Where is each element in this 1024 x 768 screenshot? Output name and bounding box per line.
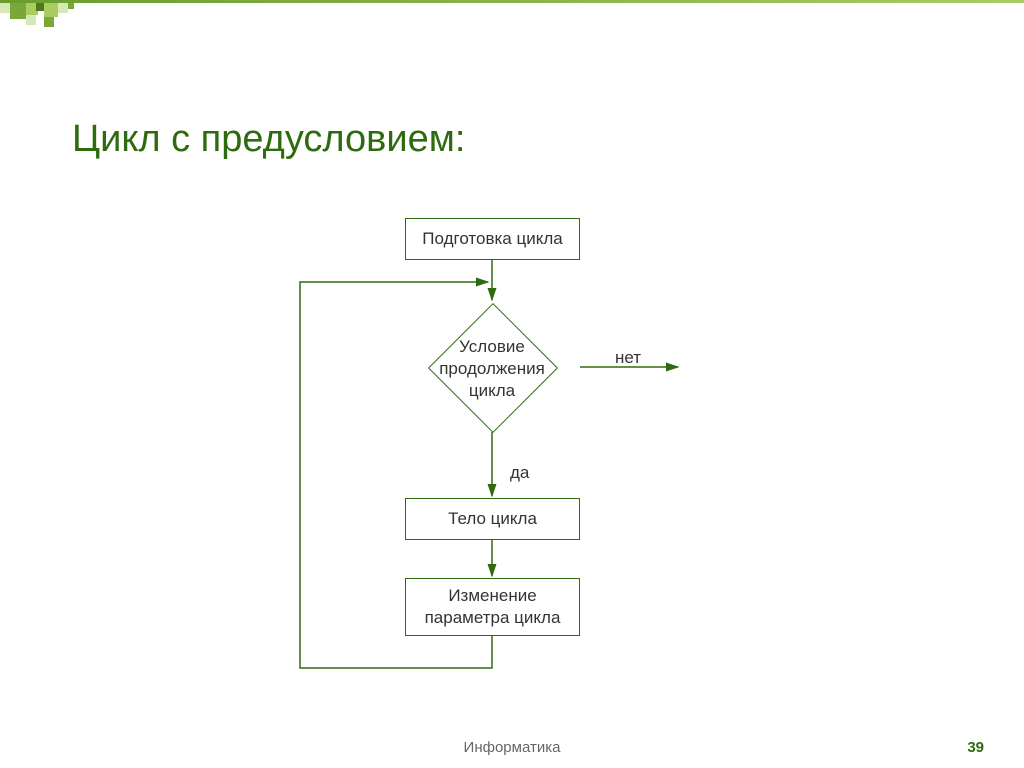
node-change-label: Изменение параметра цикла <box>425 585 561 629</box>
node-condition-label: Условие продолжения цикла <box>439 336 545 402</box>
slide-title: Цикл с предусловием: <box>72 118 465 161</box>
node-condition: Условие продолжения цикла <box>405 302 580 432</box>
node-prepare-label: Подготовка цикла <box>422 228 562 250</box>
top-border <box>0 0 1024 3</box>
node-body-label: Тело цикла <box>448 508 537 530</box>
flowchart: Подготовка цикла Условие продолжения цик… <box>260 200 780 720</box>
edge-label-no: нет <box>615 348 641 368</box>
page-number: 39 <box>967 739 984 756</box>
node-prepare: Подготовка цикла <box>405 218 580 260</box>
node-change: Изменение параметра цикла <box>405 578 580 636</box>
node-body: Тело цикла <box>405 498 580 540</box>
footer-text: Информатика <box>464 739 561 756</box>
corner-decoration <box>0 0 120 40</box>
edge-label-yes: да <box>510 463 529 483</box>
